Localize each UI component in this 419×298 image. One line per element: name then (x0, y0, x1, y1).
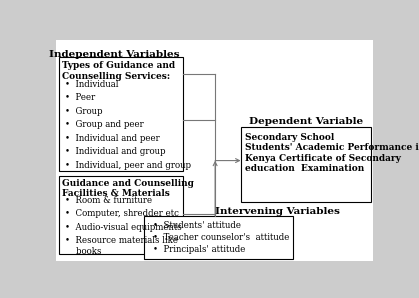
Bar (59, 176, 183, 254)
Text: Intervening Variables: Intervening Variables (215, 207, 339, 216)
Text: •  Individual, peer and group: • Individual, peer and group (65, 161, 191, 170)
Text: Independent Variables: Independent Variables (49, 50, 180, 59)
Text: •  Peer: • Peer (65, 93, 95, 102)
Text: Guidance and Counselling
Facilities & Materials: Guidance and Counselling Facilities & Ma… (62, 179, 194, 198)
Text: •  Group: • Group (65, 107, 102, 116)
Text: •  Group and peer: • Group and peer (65, 120, 144, 129)
Text: •  Resource materials like
    books: • Resource materials like books (65, 236, 178, 256)
Text: Types of Guidance and
Counselling Services:: Types of Guidance and Counselling Servic… (62, 61, 175, 80)
Text: •  Individual: • Individual (65, 80, 118, 89)
Text: Secondary School
Students' Academic Performance in
Kenya Certificate of Secondar: Secondary School Students' Academic Perf… (246, 133, 419, 173)
Bar (241, 127, 371, 202)
Bar (59, 57, 183, 171)
Text: •  Students' attitude: • Students' attitude (153, 221, 241, 229)
Text: •  Individual and peer: • Individual and peer (65, 134, 160, 142)
Bar (144, 216, 292, 259)
Text: Dependent Variable: Dependent Variable (249, 117, 363, 126)
Text: •  Teacher counselor's  attitude: • Teacher counselor's attitude (153, 233, 290, 242)
Text: •  Principals' attitude: • Principals' attitude (153, 245, 246, 254)
Text: •  Audio-visual equipments: • Audio-visual equipments (65, 223, 181, 232)
Text: •  Room & furniture: • Room & furniture (65, 196, 152, 205)
Text: •  Computer, shredder etc: • Computer, shredder etc (65, 209, 178, 218)
Text: •  Individual and group: • Individual and group (65, 147, 165, 156)
